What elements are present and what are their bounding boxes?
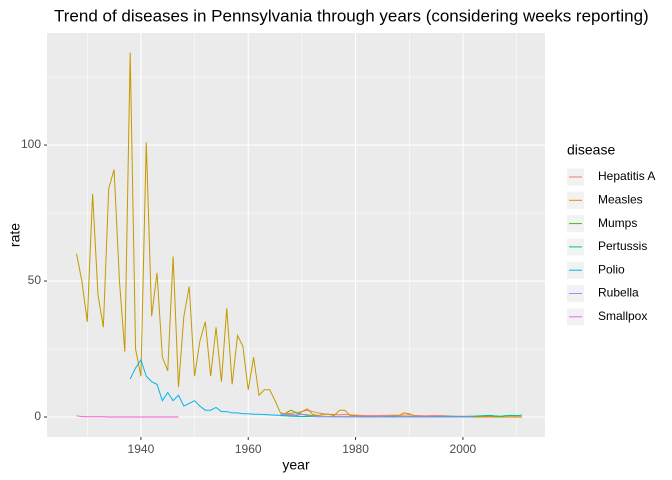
legend-label: Polio bbox=[598, 262, 625, 276]
legend-label: Hepatitis A bbox=[598, 169, 655, 183]
legend-label: Measles bbox=[598, 192, 643, 206]
x-tick-label: 1960 bbox=[235, 442, 262, 456]
y-axis-label: rate bbox=[7, 223, 23, 247]
y-tick-label: 100 bbox=[21, 137, 41, 151]
legend-label: Pertussis bbox=[598, 239, 647, 253]
y-tick-label: 0 bbox=[34, 409, 41, 423]
chart-title: Trend of diseases in Pennsylvania throug… bbox=[54, 6, 649, 25]
series-line bbox=[280, 409, 522, 418]
x-tick-label: 2000 bbox=[450, 442, 477, 456]
x-axis-label: year bbox=[282, 457, 310, 473]
x-tick-label: 1940 bbox=[128, 442, 155, 456]
legend-label: Rubella bbox=[598, 286, 639, 300]
y-tick-label: 50 bbox=[28, 273, 42, 287]
legend-label: Smallpox bbox=[598, 309, 647, 323]
legend-title: disease bbox=[567, 142, 615, 158]
series-line bbox=[280, 413, 474, 418]
series-line bbox=[76, 415, 179, 418]
x-tick-label: 1980 bbox=[342, 442, 369, 456]
series-line bbox=[129, 358, 302, 417]
legend-label: Mumps bbox=[598, 216, 637, 230]
plot-panel bbox=[47, 33, 545, 437]
